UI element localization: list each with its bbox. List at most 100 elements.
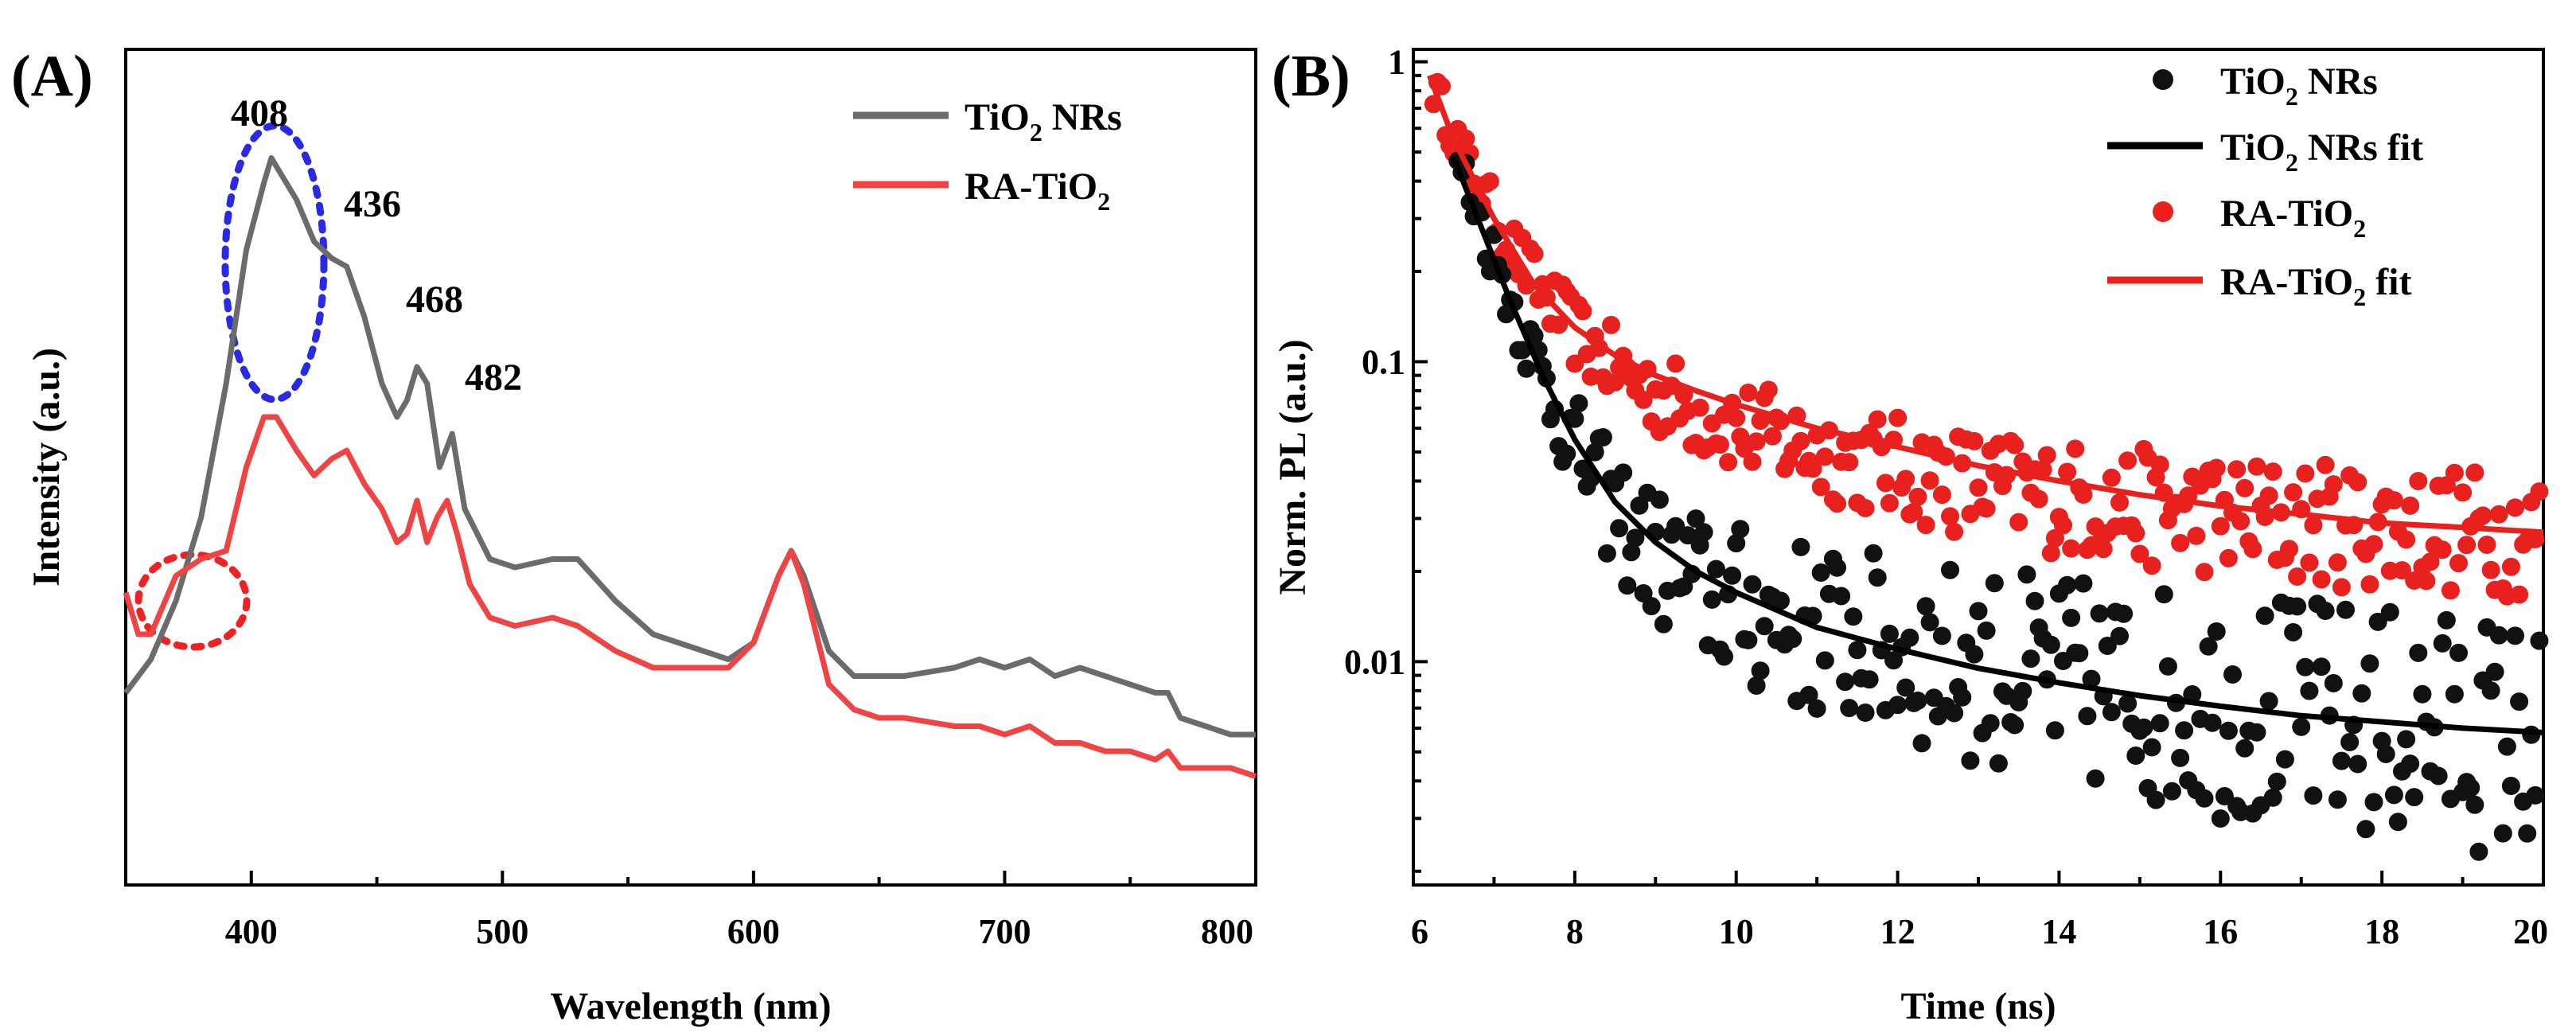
tio2-nrs-data-point <box>2433 633 2452 653</box>
ra-tio2-data-point <box>1880 493 1899 513</box>
tio2-nrs-data-point <box>1626 528 1645 548</box>
tio2-nrs-data-point <box>2175 721 2194 740</box>
tio2-nrs-data-point <box>1569 394 1588 413</box>
ra-tio2-data-point <box>1856 499 1875 517</box>
tio2-nrs-data-point <box>2013 681 2032 700</box>
tio2-nrs-data-point <box>1860 670 1879 689</box>
tio2-nrs-data-point <box>2086 769 2105 788</box>
tio2-nrs-data-point <box>2171 748 2190 767</box>
tio2-nrs-data-point <box>1715 647 1733 666</box>
annotation-482: 482 <box>465 357 522 399</box>
tio2-nrs-data-point <box>2292 717 2311 736</box>
tio2-nrs-data-point <box>2429 766 2448 785</box>
ra-tio2-data-point <box>2009 513 2028 532</box>
legend-label-ra-tio2-fit: RA-TiO2 fit <box>2220 261 2411 311</box>
ra-tio2-data-point <box>2029 489 2048 509</box>
ra-tio2-data-point <box>1916 516 1935 535</box>
tio2-nrs-data-point <box>2409 643 2428 662</box>
tio2-nrs-data-point <box>1593 428 1612 446</box>
ra-tio2-data-point <box>2501 557 2520 576</box>
ra-tio2-data-point <box>2384 491 2403 510</box>
ra-tio2-data-point <box>1840 453 1859 472</box>
tio2-nrs-data-point <box>1880 624 1899 643</box>
tio2-nrs-data-point <box>2070 644 2089 663</box>
ra-tio2-data-point <box>2449 554 2468 573</box>
tio2-nrs-data-point <box>2437 610 2456 630</box>
tio2-nrs-data-point <box>2348 754 2368 774</box>
tio2-nrs-data-point <box>2158 657 2177 676</box>
tio2-nrs-data-point <box>1989 754 2008 773</box>
ra-tio2-data-point <box>2243 540 2262 559</box>
ra-tio2-data-point <box>2477 536 2496 554</box>
ra-tio2-data-point <box>2441 581 2460 600</box>
tio2-nrs-fit-line <box>1451 156 2544 735</box>
tio2-nrs-data-point <box>1896 678 1915 697</box>
legend-marker-ra-tio2 <box>2153 201 2173 222</box>
ra-tio2-data-point <box>2393 561 2411 580</box>
tio2-nrs-data-point <box>2219 721 2238 740</box>
ra-tio2-data-point <box>1666 354 1686 373</box>
ra-tio2-data-point <box>2231 512 2251 531</box>
tio2-nrs-data-point <box>1702 590 1721 609</box>
tio2-nrs-data-point <box>2235 739 2254 758</box>
ra-tio2-data-point <box>2433 540 2452 559</box>
ra-tio2-data-point <box>2171 533 2190 552</box>
ra-tio2-data-point <box>1690 398 1709 417</box>
ra-tio2-data-point <box>2037 446 2056 465</box>
x-tick-label-6: 6 <box>1411 912 1428 951</box>
tio2-nrs-data-point <box>1706 559 1725 579</box>
ra-tio2-data-point <box>2118 451 2138 470</box>
ra-tio2-data-point <box>1759 380 1778 400</box>
tio2-nrs-data-point <box>2263 788 2282 807</box>
tio2-nrs-data-point <box>2493 824 2512 843</box>
tio2-nrs-data-point <box>2114 604 2134 623</box>
tio2-nrs-data-point <box>1642 597 1661 616</box>
ra-tio2-data-point <box>1896 470 1915 489</box>
tio2-nrs-data-point <box>2364 793 2383 812</box>
ra-tio2-data-point <box>2058 462 2077 481</box>
tio2-nrs-data-point <box>1654 614 1673 633</box>
tio2-nrs-data-point <box>2199 637 2218 656</box>
ra-tio2-data-point <box>2054 516 2072 535</box>
ra-tio2-data-point <box>2296 464 2315 483</box>
ra-tio2-data-point <box>1941 507 1959 526</box>
tio2-nrs-data-point <box>2267 772 2286 791</box>
tio2-nrs-data-point <box>2445 684 2464 704</box>
ra-tio2-data-point <box>1602 315 1620 334</box>
tio2-nrs-data-point <box>2203 713 2222 732</box>
ra-tio2-data-point <box>1739 384 1758 402</box>
ra-tio2-data-point <box>2219 548 2238 567</box>
x-tick-label-12: 12 <box>1880 912 1915 951</box>
ra-tio2-data-point <box>2284 483 2303 502</box>
tio2-nrs-data-point <box>2397 730 2416 749</box>
ra-tio2-data-point <box>2364 535 2383 554</box>
panel-b-ticks: 6 8 10 12 14 16 18 20 0.01 0.1 1 <box>1344 43 2548 951</box>
ra-tio2-data-point <box>2227 460 2247 479</box>
panel-a-legend: TiO2 NRs RA-TiO2 <box>853 96 1122 216</box>
tio2-nrs-data-point <box>2142 738 2161 757</box>
tio2-nrs-data-point <box>2078 707 2097 726</box>
tio2-nrs-data-point <box>2469 842 2488 861</box>
tio2-nrs-data-point <box>2304 786 2323 805</box>
tio2-nrs-data-point <box>2150 714 2169 733</box>
ra-tio2-data-point <box>1727 408 1746 427</box>
tio2-nrs-data-point <box>2058 575 2077 594</box>
tio2-nrs-data-point <box>2215 787 2234 805</box>
tio2-nrs-data-point <box>1932 626 1951 645</box>
tio2-nrs-data-point <box>2449 643 2468 662</box>
x-tick-label-8: 8 <box>1566 912 1584 951</box>
ra-tio2-data-point <box>1815 447 1834 466</box>
ra-tio2-data-point <box>2150 455 2169 474</box>
x-tick-label-600: 600 <box>727 912 780 951</box>
ra-tio2-data-point <box>2328 553 2347 572</box>
tio2-nrs-data-point <box>2223 665 2242 684</box>
panel-b-x-axis-label: Time (ns) <box>1900 985 2056 1027</box>
x-tick-label-16: 16 <box>2203 912 2238 951</box>
blue-dotted-highlight <box>221 122 328 403</box>
panel-a-y-axis-label: Intensity (a.u.) <box>25 348 68 587</box>
ra-tio2-data-point <box>2126 524 2145 543</box>
tio2-nrs-data-point <box>1848 641 1867 660</box>
tio2-nrs-data-point <box>2074 574 2093 593</box>
ra-tio2-data-point <box>1480 172 1499 191</box>
